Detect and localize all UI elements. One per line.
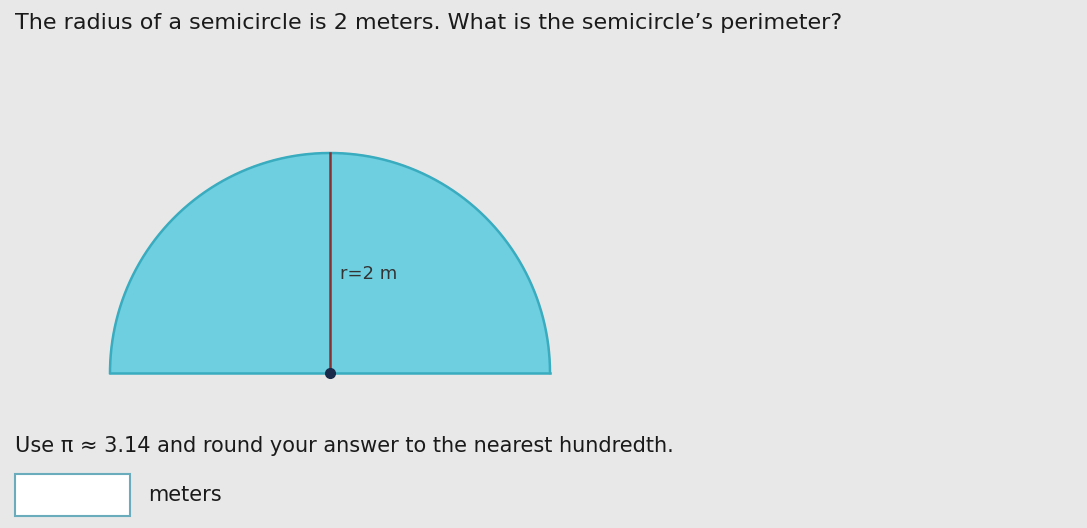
FancyBboxPatch shape xyxy=(15,474,130,516)
Polygon shape xyxy=(110,153,550,373)
Text: r=2 m: r=2 m xyxy=(340,265,397,283)
Text: meters: meters xyxy=(148,485,222,505)
Text: The radius of a semicircle is 2 meters. What is the semicircle’s perimeter?: The radius of a semicircle is 2 meters. … xyxy=(15,13,842,33)
Text: Use π ≈ 3.14 and round your answer to the nearest hundredth.: Use π ≈ 3.14 and round your answer to th… xyxy=(15,436,674,456)
